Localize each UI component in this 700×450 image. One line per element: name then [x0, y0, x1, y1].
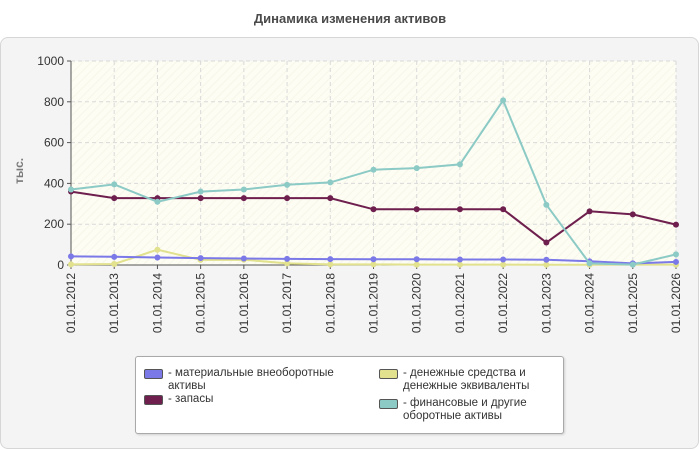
data-point — [413, 261, 420, 268]
data-point — [629, 211, 636, 218]
x-tick-label: 01.01.2014 — [150, 273, 164, 333]
chart-title: Динамика изменения активов — [253, 11, 447, 26]
data-point — [673, 251, 679, 258]
y-axis-label: тыс. — [12, 157, 26, 184]
series-group — [68, 97, 679, 268]
data-point — [68, 186, 74, 193]
data-point — [327, 256, 334, 263]
legend: - материальные внеоборотные активы - зап… — [135, 356, 564, 434]
x-tick-label: 01.01.2012 — [64, 273, 78, 333]
data-point — [456, 161, 463, 168]
data-point — [284, 260, 291, 267]
x-tick-label: 01.01.2018 — [323, 273, 337, 333]
x-tick-label: 01.01.2019 — [367, 273, 381, 333]
grid — [71, 60, 677, 265]
data-point — [284, 181, 291, 188]
data-point — [370, 166, 377, 173]
x-tick-label: 01.01.2017 — [280, 273, 294, 333]
data-point — [456, 256, 463, 263]
data-point — [370, 261, 377, 268]
legend-label-material: материальные внеоборотные активы — [168, 367, 334, 392]
x-tick-label: 01.01.2025 — [626, 273, 640, 333]
data-point — [673, 221, 679, 228]
data-point — [327, 179, 334, 186]
data-point — [543, 239, 550, 246]
data-point — [197, 195, 204, 202]
series-3 — [68, 97, 679, 268]
legend-label-cash: денежные средства и денежные эквиваленты — [403, 367, 530, 392]
y-tick-label: 1000 — [37, 54, 64, 68]
data-point — [154, 198, 161, 205]
data-point — [327, 195, 334, 202]
data-point — [413, 256, 420, 263]
legend-label-financial: финансовые и другие оборотные активы — [403, 397, 527, 422]
data-point — [370, 206, 377, 213]
x-tick-label: 01.01.2026 — [669, 273, 683, 333]
data-point — [68, 253, 74, 260]
x-tick-label: 01.01.2015 — [194, 273, 208, 333]
data-point — [240, 195, 247, 202]
data-point — [327, 261, 334, 268]
y-tick-label: 400 — [44, 176, 64, 190]
data-point — [154, 254, 161, 261]
data-point — [284, 195, 291, 202]
x-tick-label: 01.01.2022 — [496, 273, 510, 333]
x-tick-label: 01.01.2021 — [453, 273, 467, 333]
y-tick-label: 800 — [44, 95, 64, 109]
x-tick-label: 01.01.2020 — [410, 273, 424, 333]
data-point — [456, 261, 463, 268]
legend-swatch-material — [144, 369, 163, 379]
x-tick-label: 01.01.2016 — [237, 273, 251, 333]
data-point — [543, 261, 550, 268]
x-tick-label: 01.01.2023 — [539, 273, 553, 333]
x-tick-label: 01.01.2024 — [583, 273, 597, 333]
data-point — [500, 261, 507, 268]
data-point — [629, 261, 636, 268]
data-point — [111, 181, 118, 188]
data-point — [370, 256, 377, 263]
data-point — [197, 188, 204, 195]
data-point — [240, 255, 247, 262]
data-point — [586, 260, 593, 267]
data-point — [111, 195, 118, 202]
legend-swatch-cash — [379, 369, 398, 379]
y-tick-label: 200 — [44, 217, 64, 231]
data-point — [500, 256, 507, 263]
data-point — [456, 206, 463, 213]
axes: 0 200 400 600 800 1000 01.01.2012 01.01.2013 01.… — [37, 54, 683, 333]
data-point — [543, 256, 550, 263]
data-point — [240, 186, 247, 193]
data-point — [586, 208, 593, 215]
data-point — [673, 258, 679, 265]
y-tick-label: 0 — [57, 258, 64, 272]
y-tick-label: 600 — [44, 136, 64, 150]
x-tick-label: 01.01.2013 — [107, 273, 121, 333]
data-point — [197, 255, 204, 262]
data-point — [111, 253, 118, 260]
data-point — [284, 255, 291, 262]
data-point — [413, 206, 420, 213]
data-point — [111, 260, 118, 267]
data-point — [543, 201, 550, 208]
data-point — [413, 165, 420, 172]
legend-swatch-inventory — [144, 395, 163, 405]
data-point — [500, 206, 507, 213]
data-point — [500, 97, 507, 104]
data-point — [154, 246, 161, 253]
data-point — [68, 261, 74, 268]
legend-swatch-financial — [379, 399, 398, 409]
legend-label-inventory: запасы — [175, 393, 214, 405]
